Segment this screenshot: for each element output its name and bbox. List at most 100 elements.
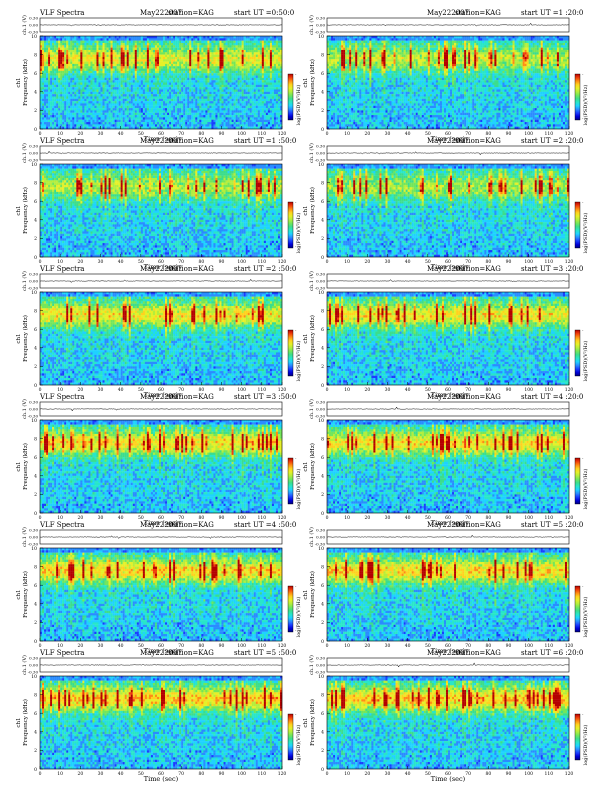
spectrogram-cell: [232, 50, 234, 52]
spectrogram-cell: [278, 48, 280, 50]
spectrogram-cell: [189, 43, 191, 45]
spectrogram-cell: [169, 36, 171, 38]
spectrogram-cell: [260, 36, 262, 38]
spectrogram-cell: [141, 48, 143, 50]
spectrogram-cell: [219, 41, 221, 43]
spectrogram-cell: [232, 45, 234, 47]
spectrogram-cell: [248, 43, 250, 45]
spectrogram-cell: [262, 43, 264, 45]
spectrogram-cell: [123, 41, 125, 43]
spectrogram-cell: [141, 50, 143, 52]
spectrogram-cell: [165, 45, 167, 47]
spectrogram-cell: [94, 45, 96, 47]
spectrogram-cell: [266, 43, 268, 45]
spectrogram-cell: [222, 48, 224, 50]
spectrogram-cell: [139, 36, 141, 38]
spectrogram-cell: [68, 43, 70, 45]
spectrogram-cell: [40, 50, 42, 52]
spectrogram-cell: [171, 48, 173, 50]
panel-start-time: start UT =0:50:0: [234, 9, 294, 17]
spectrogram-cell: [205, 38, 207, 40]
spectrogram-cell: [258, 41, 260, 43]
spectrogram-cell: [244, 43, 246, 45]
spectrogram-cell: [131, 36, 133, 38]
spectrogram-cell: [268, 43, 270, 45]
spectrogram-cell: [60, 48, 62, 50]
spectrogram-cell: [173, 38, 175, 40]
spectrogram-cell: [236, 48, 238, 50]
spectrogram-cell: [131, 43, 133, 45]
spectrogram-cell: [86, 41, 88, 43]
spectrogram-cell: [74, 41, 76, 43]
spectrogram-cell: [145, 38, 147, 40]
spectrogram-cell: [224, 48, 226, 50]
spectrogram-cell: [60, 43, 62, 45]
spectrogram-cell: [155, 38, 157, 40]
spectrogram-cell: [224, 45, 226, 47]
spectrogram-cell: [183, 48, 185, 50]
spectrogram-cell: [244, 38, 246, 40]
spectrogram-cell: [250, 36, 252, 38]
spectrogram-cell: [48, 38, 50, 40]
spectrogram-cell: [163, 38, 165, 40]
spectrogram-cell: [84, 43, 86, 45]
spectrogram-cell: [173, 43, 175, 45]
spectrogram-cell: [238, 48, 240, 50]
spectrogram-cell: [62, 38, 64, 40]
spectrogram-cell: [123, 36, 125, 38]
spectrogram-cell: [74, 48, 76, 50]
spectrogram-cell: [133, 36, 135, 38]
spectrogram-cell: [274, 38, 276, 40]
spectrogram-cell: [234, 36, 236, 38]
spectrogram-cell: [107, 36, 109, 38]
spectrogram-cell: [179, 43, 181, 45]
spectrogram-cell: [183, 50, 185, 52]
spectrogram-cell: [272, 45, 274, 47]
spectrogram-cell: [187, 41, 189, 43]
spectrogram-cell: [66, 50, 68, 52]
spectrogram-cell: [167, 43, 169, 45]
spectrogram-cell: [76, 36, 78, 38]
spectrogram-cell: [48, 36, 50, 38]
spectrogram-cell: [117, 38, 119, 40]
spectrogram-cell: [98, 48, 100, 50]
spectrogram-cell: [98, 45, 100, 47]
spectrogram-cell: [80, 45, 82, 47]
spectrogram-cell: [187, 43, 189, 45]
spectrogram-cell: [197, 48, 199, 50]
spectrogram-cell: [103, 50, 105, 52]
spectrogram-cell: [149, 36, 151, 38]
vlf-spectra-page: VLF SpectraMay222007station=KAGstart UT …: [0, 0, 612, 792]
spectrogram-cell: [248, 48, 250, 50]
spectrogram-cell: [82, 43, 84, 45]
spectrogram-cell: [54, 43, 56, 45]
spectrogram-cell: [68, 50, 70, 52]
spectrogram-cell: [92, 50, 94, 52]
spectrogram-cell: [250, 38, 252, 40]
spectrogram-cell: [88, 38, 90, 40]
spectrogram-cell: [58, 36, 60, 38]
spectrogram-cell: [238, 45, 240, 47]
spectrogram-cell: [203, 41, 205, 43]
spectrogram-cell: [173, 41, 175, 43]
spectrogram-cell: [135, 36, 137, 38]
spectrogram-cell: [72, 43, 74, 45]
spectrogram-cell: [145, 36, 147, 38]
spectrogram-panel: VLF SpectraMay222007station=KAGstart UT …: [16, 9, 302, 143]
spectrogram-cell: [177, 43, 179, 45]
spectrogram-cell: [72, 45, 74, 47]
spectrogram-cell: [165, 43, 167, 45]
spectrogram-cell: [54, 45, 56, 47]
spectrogram-cell: [274, 36, 276, 38]
spectrogram-cell: [175, 45, 177, 47]
spectrogram-cell: [183, 41, 185, 43]
spectrogram-cell: [129, 50, 131, 52]
spectrogram-cell: [244, 41, 246, 43]
spectrogram-cell: [236, 41, 238, 43]
spectrogram-cell: [203, 38, 205, 40]
spectrogram-cell: [189, 50, 191, 52]
spectrogram-cell: [151, 45, 153, 47]
spectrogram-cell: [268, 45, 270, 47]
spectrogram-cell: [64, 45, 66, 47]
spectrogram-cell: [143, 38, 145, 40]
